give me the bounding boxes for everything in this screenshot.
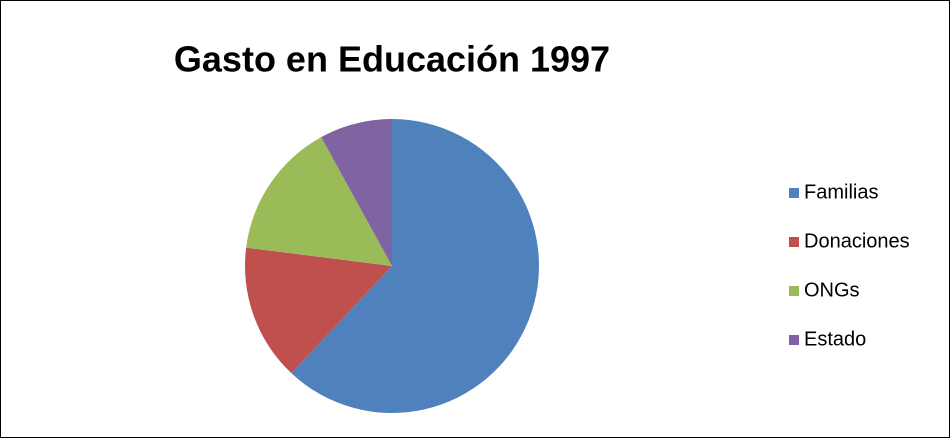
legend-label: Familias (804, 181, 878, 203)
legend-swatch (789, 286, 799, 296)
chart-title: Gasto en Educación 1997 (174, 39, 610, 80)
legend-swatch (789, 237, 799, 247)
legend-swatch (789, 188, 799, 198)
legend-label: ONGs (804, 279, 860, 301)
pie-slice (244, 247, 392, 374)
legend-swatch (789, 335, 799, 345)
legend-label: Donaciones (804, 230, 910, 252)
legend-label: Estado (804, 328, 866, 350)
pie-slice (291, 119, 539, 413)
pie-slice (321, 119, 392, 266)
pie-slice (246, 137, 392, 266)
